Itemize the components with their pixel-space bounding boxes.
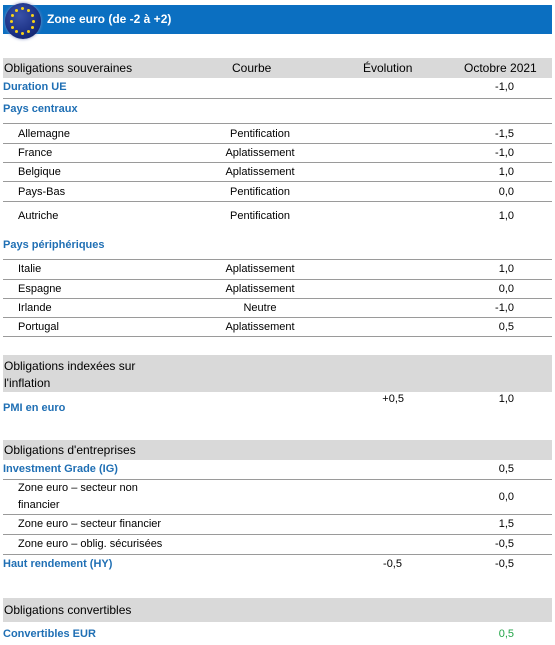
central-title: Pays centraux bbox=[3, 103, 78, 115]
row-divider bbox=[3, 554, 552, 555]
hy-change: -0,5 bbox=[383, 558, 402, 570]
pmi-value: 1,0 bbox=[498, 393, 514, 405]
country-name: Autriche bbox=[18, 210, 59, 222]
curve-value: Aplatissement bbox=[225, 321, 295, 333]
row-divider bbox=[3, 259, 552, 260]
row-divider bbox=[3, 143, 552, 144]
rating-value: 1,0 bbox=[498, 166, 514, 178]
eu-flag-icon bbox=[5, 3, 41, 39]
country-name: Belgique bbox=[18, 166, 61, 178]
convertibles-label: Convertibles EUR bbox=[3, 628, 96, 640]
section-banner: Zone euro (de -2 à +2) bbox=[3, 5, 552, 34]
rating-value: 0,0 bbox=[498, 186, 514, 198]
row-divider bbox=[3, 514, 552, 515]
rating-value: -0,5 bbox=[495, 538, 514, 550]
header-col-curve: Courbe bbox=[232, 61, 272, 75]
country-name: Espagne bbox=[18, 283, 62, 295]
rating-value: 0,5 bbox=[498, 321, 514, 333]
rating-value: 1,0 bbox=[498, 210, 514, 222]
curve-value: Aplatissement bbox=[225, 283, 295, 295]
ig-value: 0,5 bbox=[498, 463, 514, 475]
inflation-title-line2: l'inflation bbox=[4, 376, 51, 390]
row-divider bbox=[3, 534, 552, 535]
corporate-row-name: Zone euro – oblig. sécurisées bbox=[18, 538, 163, 550]
row-divider bbox=[3, 123, 552, 124]
pmi-change: +0,5 bbox=[382, 393, 404, 405]
convertibles-value: 0,5 bbox=[498, 628, 514, 640]
rating-value: -1,0 bbox=[495, 302, 514, 314]
hy-value: -0,5 bbox=[495, 558, 514, 570]
header-col-change: Évolution bbox=[363, 61, 413, 75]
country-name: France bbox=[18, 147, 53, 159]
curve-value: Pentification bbox=[230, 210, 290, 222]
inflation-section-header: Obligations indexées sur l'inflation bbox=[3, 355, 552, 392]
duration-label: Duration UE bbox=[3, 81, 67, 93]
country-name: Italie bbox=[18, 263, 42, 275]
row-divider bbox=[3, 479, 552, 480]
convertibles-title: Obligations convertibles bbox=[4, 603, 132, 617]
rating-value: 1,5 bbox=[498, 518, 514, 530]
country-name: Allemagne bbox=[18, 128, 70, 140]
ig-label: Investment Grade (IG) bbox=[3, 463, 118, 475]
pmi-label: PMI en euro bbox=[3, 402, 66, 414]
header-col-month: Octobre 2021 bbox=[464, 61, 537, 75]
row-divider bbox=[3, 162, 552, 163]
corporate-section-header: Obligations d'entreprises bbox=[3, 440, 552, 460]
row-divider bbox=[3, 279, 552, 280]
rating-value: -1,5 bbox=[495, 128, 514, 140]
curve-value: Aplatissement bbox=[225, 263, 295, 275]
banner-title: Zone euro (de -2 à +2) bbox=[47, 12, 172, 26]
corporate-row-name: Zone euro – secteur financier bbox=[18, 518, 162, 530]
row-divider bbox=[3, 201, 552, 202]
corporate-title: Obligations d'entreprises bbox=[4, 443, 136, 457]
convertibles-section-header: Obligations convertibles bbox=[3, 598, 552, 622]
duration-value: -1,0 bbox=[495, 81, 514, 93]
country-name: Pays-Bas bbox=[18, 186, 66, 198]
rating-value: 0,0 bbox=[498, 283, 514, 295]
row-divider bbox=[3, 317, 552, 318]
curve-value: Aplatissement bbox=[225, 166, 295, 178]
corporate-row-name-cont: financier bbox=[18, 499, 60, 511]
header-col-label: Obligations souveraines bbox=[4, 61, 133, 75]
inflation-title-line1: Obligations indexées sur bbox=[4, 359, 136, 373]
curve-value: Neutre bbox=[243, 302, 277, 314]
hy-label: Haut rendement (HY) bbox=[3, 558, 113, 570]
curve-value: Aplatissement bbox=[225, 147, 295, 159]
rating-value: -1,0 bbox=[495, 147, 514, 159]
row-divider bbox=[3, 298, 552, 299]
corporate-row-name: Zone euro – secteur non bbox=[18, 482, 138, 494]
row-divider bbox=[3, 336, 552, 337]
rating-value: 0,0 bbox=[498, 491, 514, 503]
country-name: Portugal bbox=[18, 321, 59, 333]
rating-value: 1,0 bbox=[498, 263, 514, 275]
country-name: Irlande bbox=[18, 302, 52, 314]
curve-value: Pentification bbox=[230, 128, 290, 140]
row-divider bbox=[3, 98, 552, 99]
curve-value: Pentification bbox=[230, 186, 290, 198]
table-header: Obligations souveraines Courbe Évolution… bbox=[3, 58, 552, 78]
peripheral-title: Pays périphériques bbox=[3, 239, 105, 251]
row-divider bbox=[3, 181, 552, 182]
